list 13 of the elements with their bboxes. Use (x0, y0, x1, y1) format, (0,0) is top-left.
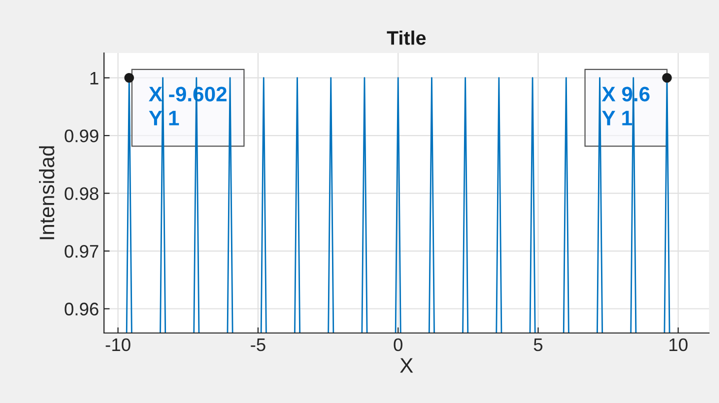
y-tick-label: 1 (90, 72, 98, 84)
x-tick-label: 5 (534, 338, 542, 352)
y-tick-label: 0.97 (64, 244, 98, 258)
y-tick-label: 0.96 (64, 302, 98, 316)
chart-title: Title (386, 30, 426, 45)
y-tick-label: 0.99 (64, 129, 98, 142)
y-tick-label: 0.98 (64, 187, 98, 200)
x-tick-label: -5 (250, 338, 266, 352)
y-axis-title: Intensidad (39, 146, 54, 240)
x-tick-label: 10 (670, 338, 688, 352)
x-axis-title: X (400, 358, 414, 373)
x-tick-label: -10 (106, 338, 130, 352)
x-tick-label: 0 (394, 338, 402, 352)
